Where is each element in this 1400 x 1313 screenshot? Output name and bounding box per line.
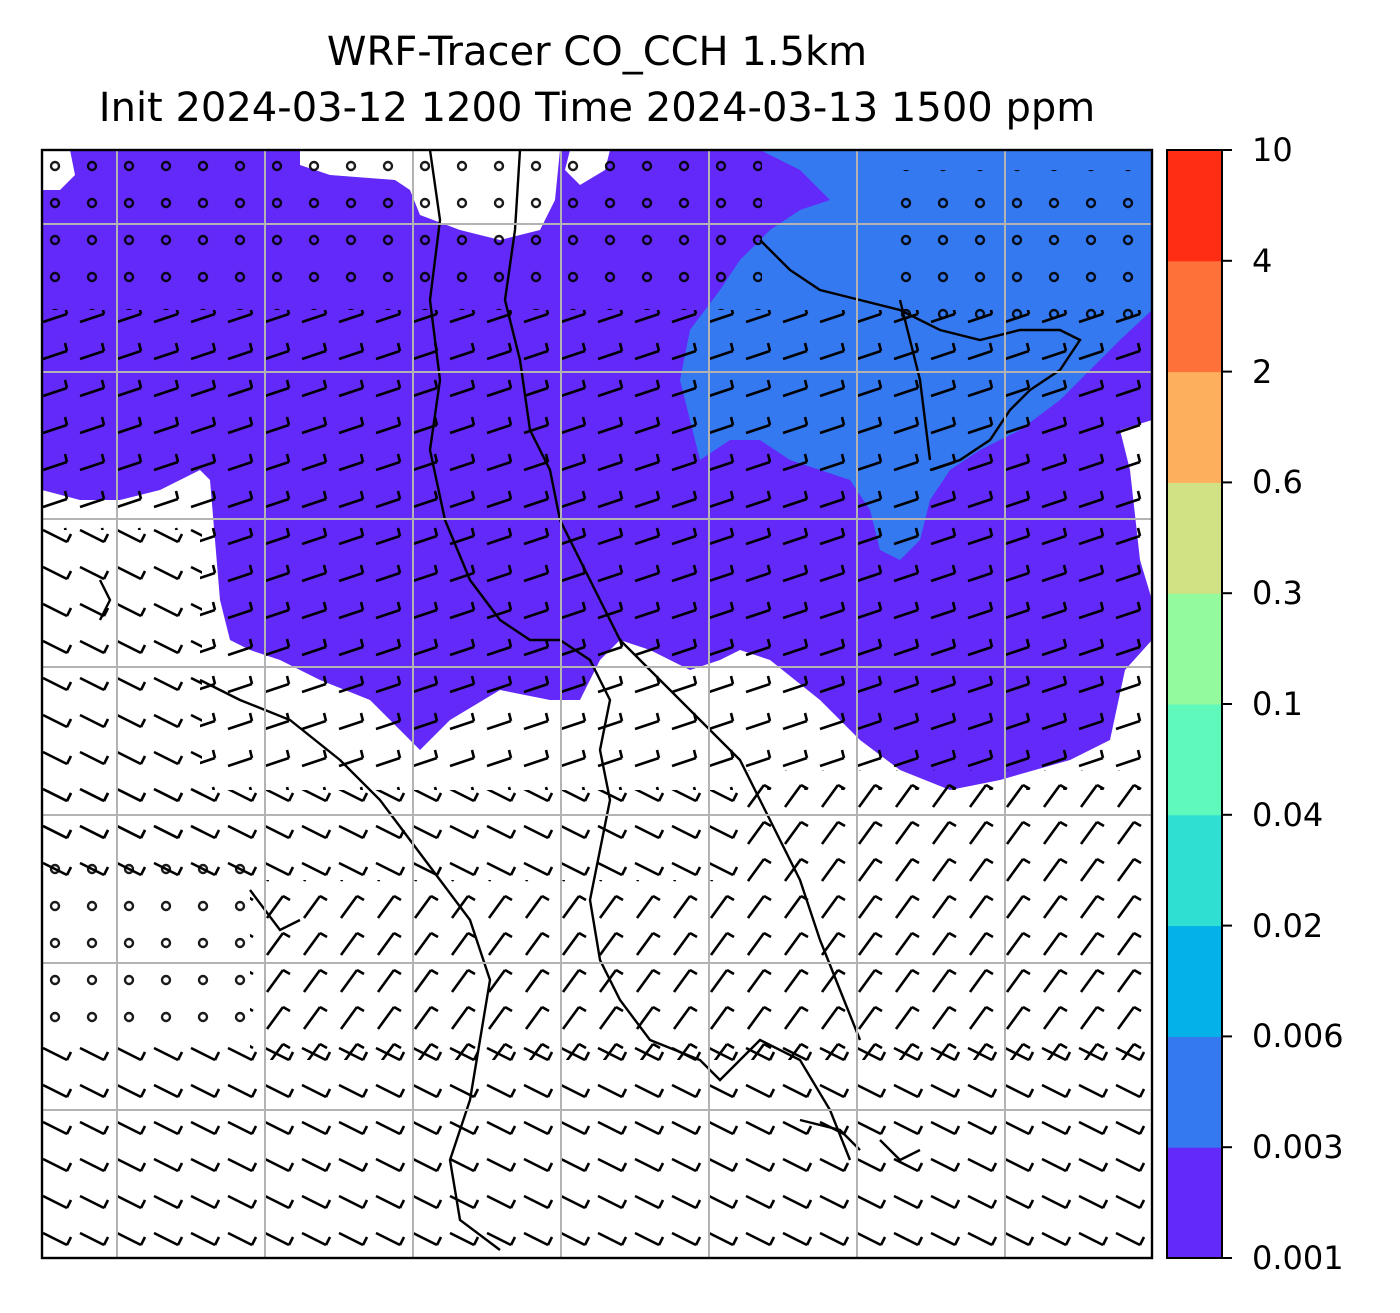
map-gridlines (42, 150, 1152, 1258)
colorbar-tick-label: 0.006 (1252, 1017, 1344, 1056)
map-frame (40, 148, 1154, 1260)
map-title-line-1: WRF-Tracer CO_CCH 1.5km (326, 29, 868, 75)
calm-wind-markers-north (42, 160, 762, 310)
colorbar-tick-label: 10 (1252, 131, 1293, 169)
colorbar-tick-label: 2 (1252, 352, 1273, 391)
colorbar-segment (1167, 1147, 1222, 1259)
colorbar-tick-label: 0.3 (1252, 574, 1303, 613)
wind-barbs-central-south (250, 880, 750, 1060)
wind-barbs-southeast (740, 770, 1152, 1060)
colorbar-tick-label: 4 (1252, 241, 1273, 280)
calm-wind-markers-northeast (880, 170, 1150, 320)
colorbar-tick-label: 0.02 (1252, 906, 1324, 945)
colorbar-tick-label: 0.6 (1252, 463, 1303, 502)
colorbar-segment (1167, 593, 1222, 705)
colorbar-tick-label: 0.001 (1252, 1239, 1344, 1277)
colorbar-segment (1167, 704, 1222, 816)
wind-barbs-band-2 (200, 530, 1150, 790)
colorbar-ticks (1222, 149, 1232, 1259)
colorbar-tick-label: 0.04 (1252, 795, 1324, 834)
colorbar-segment (1167, 150, 1222, 262)
colorbar-segment (1167, 814, 1222, 927)
wind-barbs-west (42, 520, 202, 840)
wind-barbs-band-1 (42, 310, 1152, 530)
map-title-line-2: Init 2024-03-12 1200 Time 2024-03-13 150… (98, 85, 1096, 131)
colorbar-segments (1167, 150, 1222, 1259)
coastlines (98, 150, 1082, 1251)
colorbar-segment (1167, 1036, 1222, 1148)
colorbar-segment (1167, 482, 1222, 594)
colorbar-segment (1167, 371, 1222, 483)
colorbar-segment (1167, 260, 1222, 373)
colorbar-tick-label: 0.003 (1252, 1128, 1344, 1167)
colorbar-segment (1167, 925, 1222, 1037)
colorbar-tick-label: 0.1 (1252, 685, 1303, 723)
wind-barbs-band-3 (42, 790, 742, 880)
wind-barbs-south (42, 1040, 1152, 1258)
